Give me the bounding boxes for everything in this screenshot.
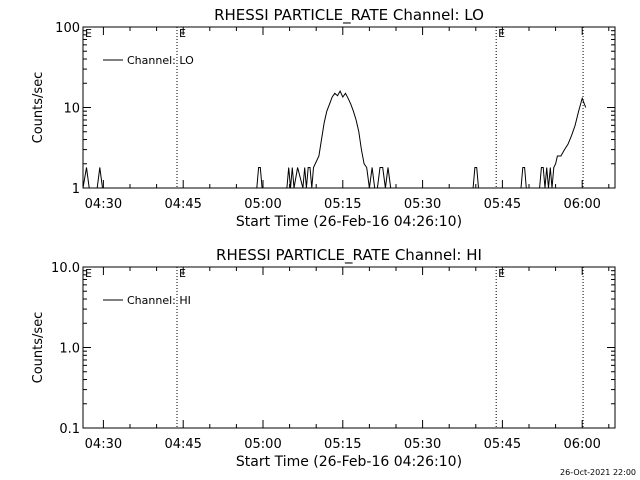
y-tick-label: 1.0 [59, 342, 80, 357]
x-tick-label: 04:30 [85, 437, 122, 452]
chart-title: RHESSI PARTICLE_RATE Channel: LO [214, 6, 484, 25]
y-tick-label: 10 [63, 102, 80, 117]
x-tick-label: 05:45 [484, 437, 521, 452]
chart-title: RHESSI PARTICLE_RATE Channel: HI [216, 246, 482, 265]
event-marker-label: E [179, 267, 186, 280]
event-marker-label: E [179, 27, 186, 40]
x-tick-label: 05:30 [404, 197, 441, 212]
x-tick-label: 05:45 [484, 197, 521, 212]
x-tick-label: 06:00 [563, 197, 600, 212]
legend-label: Channel: HI [127, 294, 191, 307]
event-marker-label: E [85, 267, 92, 280]
x-tick-label: 06:00 [563, 437, 600, 452]
y-tick-label: 1 [72, 182, 80, 197]
x-tick-label: 05:00 [244, 197, 281, 212]
y-tick-label: 100 [55, 21, 80, 36]
chart-panel-lo: RHESSI PARTICLE_RATE Channel: LO Start Ti… [31, 6, 616, 230]
x-tick-label: 05:30 [404, 437, 441, 452]
x-tick-label: 05:00 [244, 437, 281, 452]
legend-label: Channel: LO [127, 54, 194, 67]
x-tick-label: 05:15 [324, 437, 361, 452]
y-axis-label: Counts/sec [31, 312, 46, 384]
x-tick-label: 04:45 [164, 437, 201, 452]
footer-timestamp: 26-Oct-2021 22:00 [560, 468, 636, 477]
event-marker-label: E [498, 27, 505, 40]
y-tick-label: 0.1 [59, 422, 80, 437]
event-marker-label: E [498, 267, 505, 280]
chart-panel-hi: RHESSI PARTICLE_RATE Channel: HI Start Ti… [31, 246, 616, 470]
y-axis-label: Counts/sec [31, 72, 46, 144]
series-line [82, 90, 587, 189]
y-tick-label: 10.0 [51, 261, 80, 276]
x-tick-label: 04:45 [164, 197, 201, 212]
x-tick-label: 04:30 [85, 197, 122, 212]
event-marker-label: E [85, 27, 92, 40]
x-tick-label: 05:15 [324, 197, 361, 212]
x-axis-label: Start Time (26-Feb-16 04:26:10) [236, 214, 462, 230]
plot-frame [82, 266, 616, 429]
plot-frame [82, 26, 616, 189]
x-axis-label: Start Time (26-Feb-16 04:26:10) [236, 454, 462, 470]
